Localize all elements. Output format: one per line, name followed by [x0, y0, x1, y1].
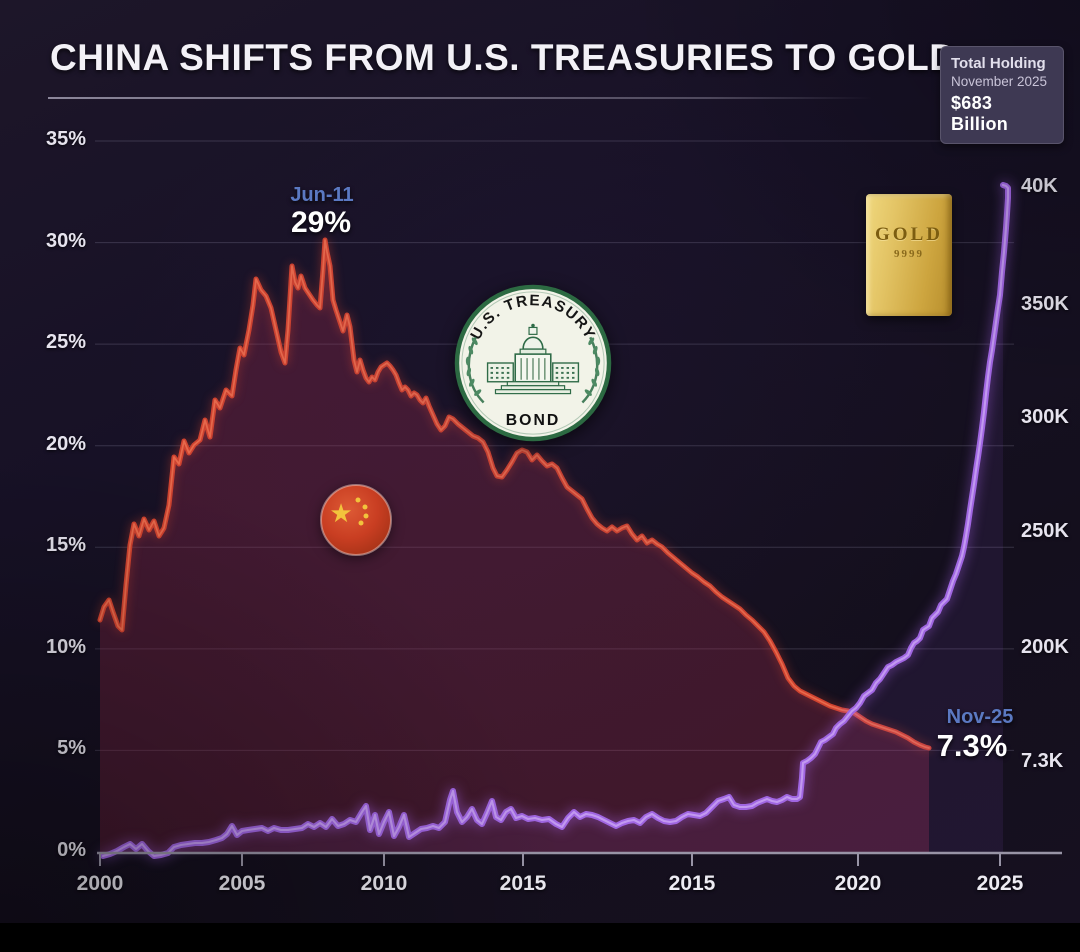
gold-holdings-line-highlight — [101, 183, 1010, 858]
gold-holdings-area — [103, 185, 1008, 856]
badge-date: November 2025 — [951, 74, 1048, 89]
x-axis-label: 2015 — [499, 872, 547, 895]
us-treasury-holdings-share-area — [100, 240, 929, 852]
bottom-letterbox-bar — [0, 923, 1080, 952]
flag-small-star — [355, 497, 361, 503]
badge-amount: $683 Billion — [951, 93, 1009, 134]
gold-bar-icon: GOLD 9999 — [866, 194, 952, 316]
china-flag-icon: ★ — [320, 484, 392, 556]
x-axis-label: 2010 — [360, 872, 408, 895]
total-holding-badge: Total Holding November 2025 $683 Billion — [940, 46, 1064, 144]
annotation-end-value: 7.3% — [936, 728, 1008, 763]
y-axis-right-label: 350K — [1021, 293, 1069, 315]
y-axis-left-label: 35% — [45, 128, 86, 150]
x-axis-label: 2020 — [834, 872, 882, 895]
y-axis-left-label: 30% — [45, 229, 86, 252]
flag-small-star — [358, 520, 364, 526]
y-axis-left-label: 25% — [45, 331, 86, 354]
y-axis-left-label: 0% — [57, 839, 86, 861]
gold-bar-fineness: 9999 — [894, 248, 924, 260]
y-axis-left-label: 5% — [57, 737, 86, 760]
treasury-seal: U.S. TREASURY — [454, 284, 612, 442]
y-axis-left-label: 10% — [45, 635, 86, 658]
x-axis-label: 2025 — [976, 872, 1024, 895]
y-axis-left-label: 20% — [45, 432, 86, 455]
x-axis-label: 2015 — [668, 872, 716, 895]
seal-bottom-text: BOND — [506, 412, 560, 429]
flag-circle — [320, 484, 392, 556]
x-axis-label: 2000 — [76, 872, 124, 895]
flag-big-star: ★ — [329, 498, 352, 528]
flag-small-star — [362, 504, 368, 510]
y-axis-right-label: 40K — [1021, 175, 1058, 197]
annotation-peak-value: 29% — [290, 206, 352, 239]
y-axis-right-label: 200K — [1021, 636, 1069, 658]
chart-title: CHINA SHIFTS FROM U.S. TREASURIES TO GOL… — [50, 37, 957, 78]
y-axis-right-label: 7.3K — [1021, 750, 1064, 772]
badge-title: Total Holding — [951, 55, 1046, 72]
x-axis-label: 2005 — [218, 872, 266, 895]
y-axis-left-label: 15% — [45, 534, 86, 557]
gold-bar-label: GOLD — [875, 224, 943, 245]
y-axis-right-label: 250K — [1021, 520, 1069, 542]
laurel-branch-right — [581, 336, 601, 404]
y-axis-right-label: 300K — [1021, 406, 1069, 428]
annotation-end-date: Nov-25 — [946, 706, 1014, 728]
flag-small-star — [363, 513, 369, 519]
title-divider — [48, 97, 872, 99]
capitol-icon — [486, 323, 580, 395]
annotation-peak-date: Jun-11 — [290, 184, 354, 206]
us-treasury-holdings-share-line-highlight — [99, 239, 930, 749]
laurel-branch-left — [465, 336, 485, 404]
